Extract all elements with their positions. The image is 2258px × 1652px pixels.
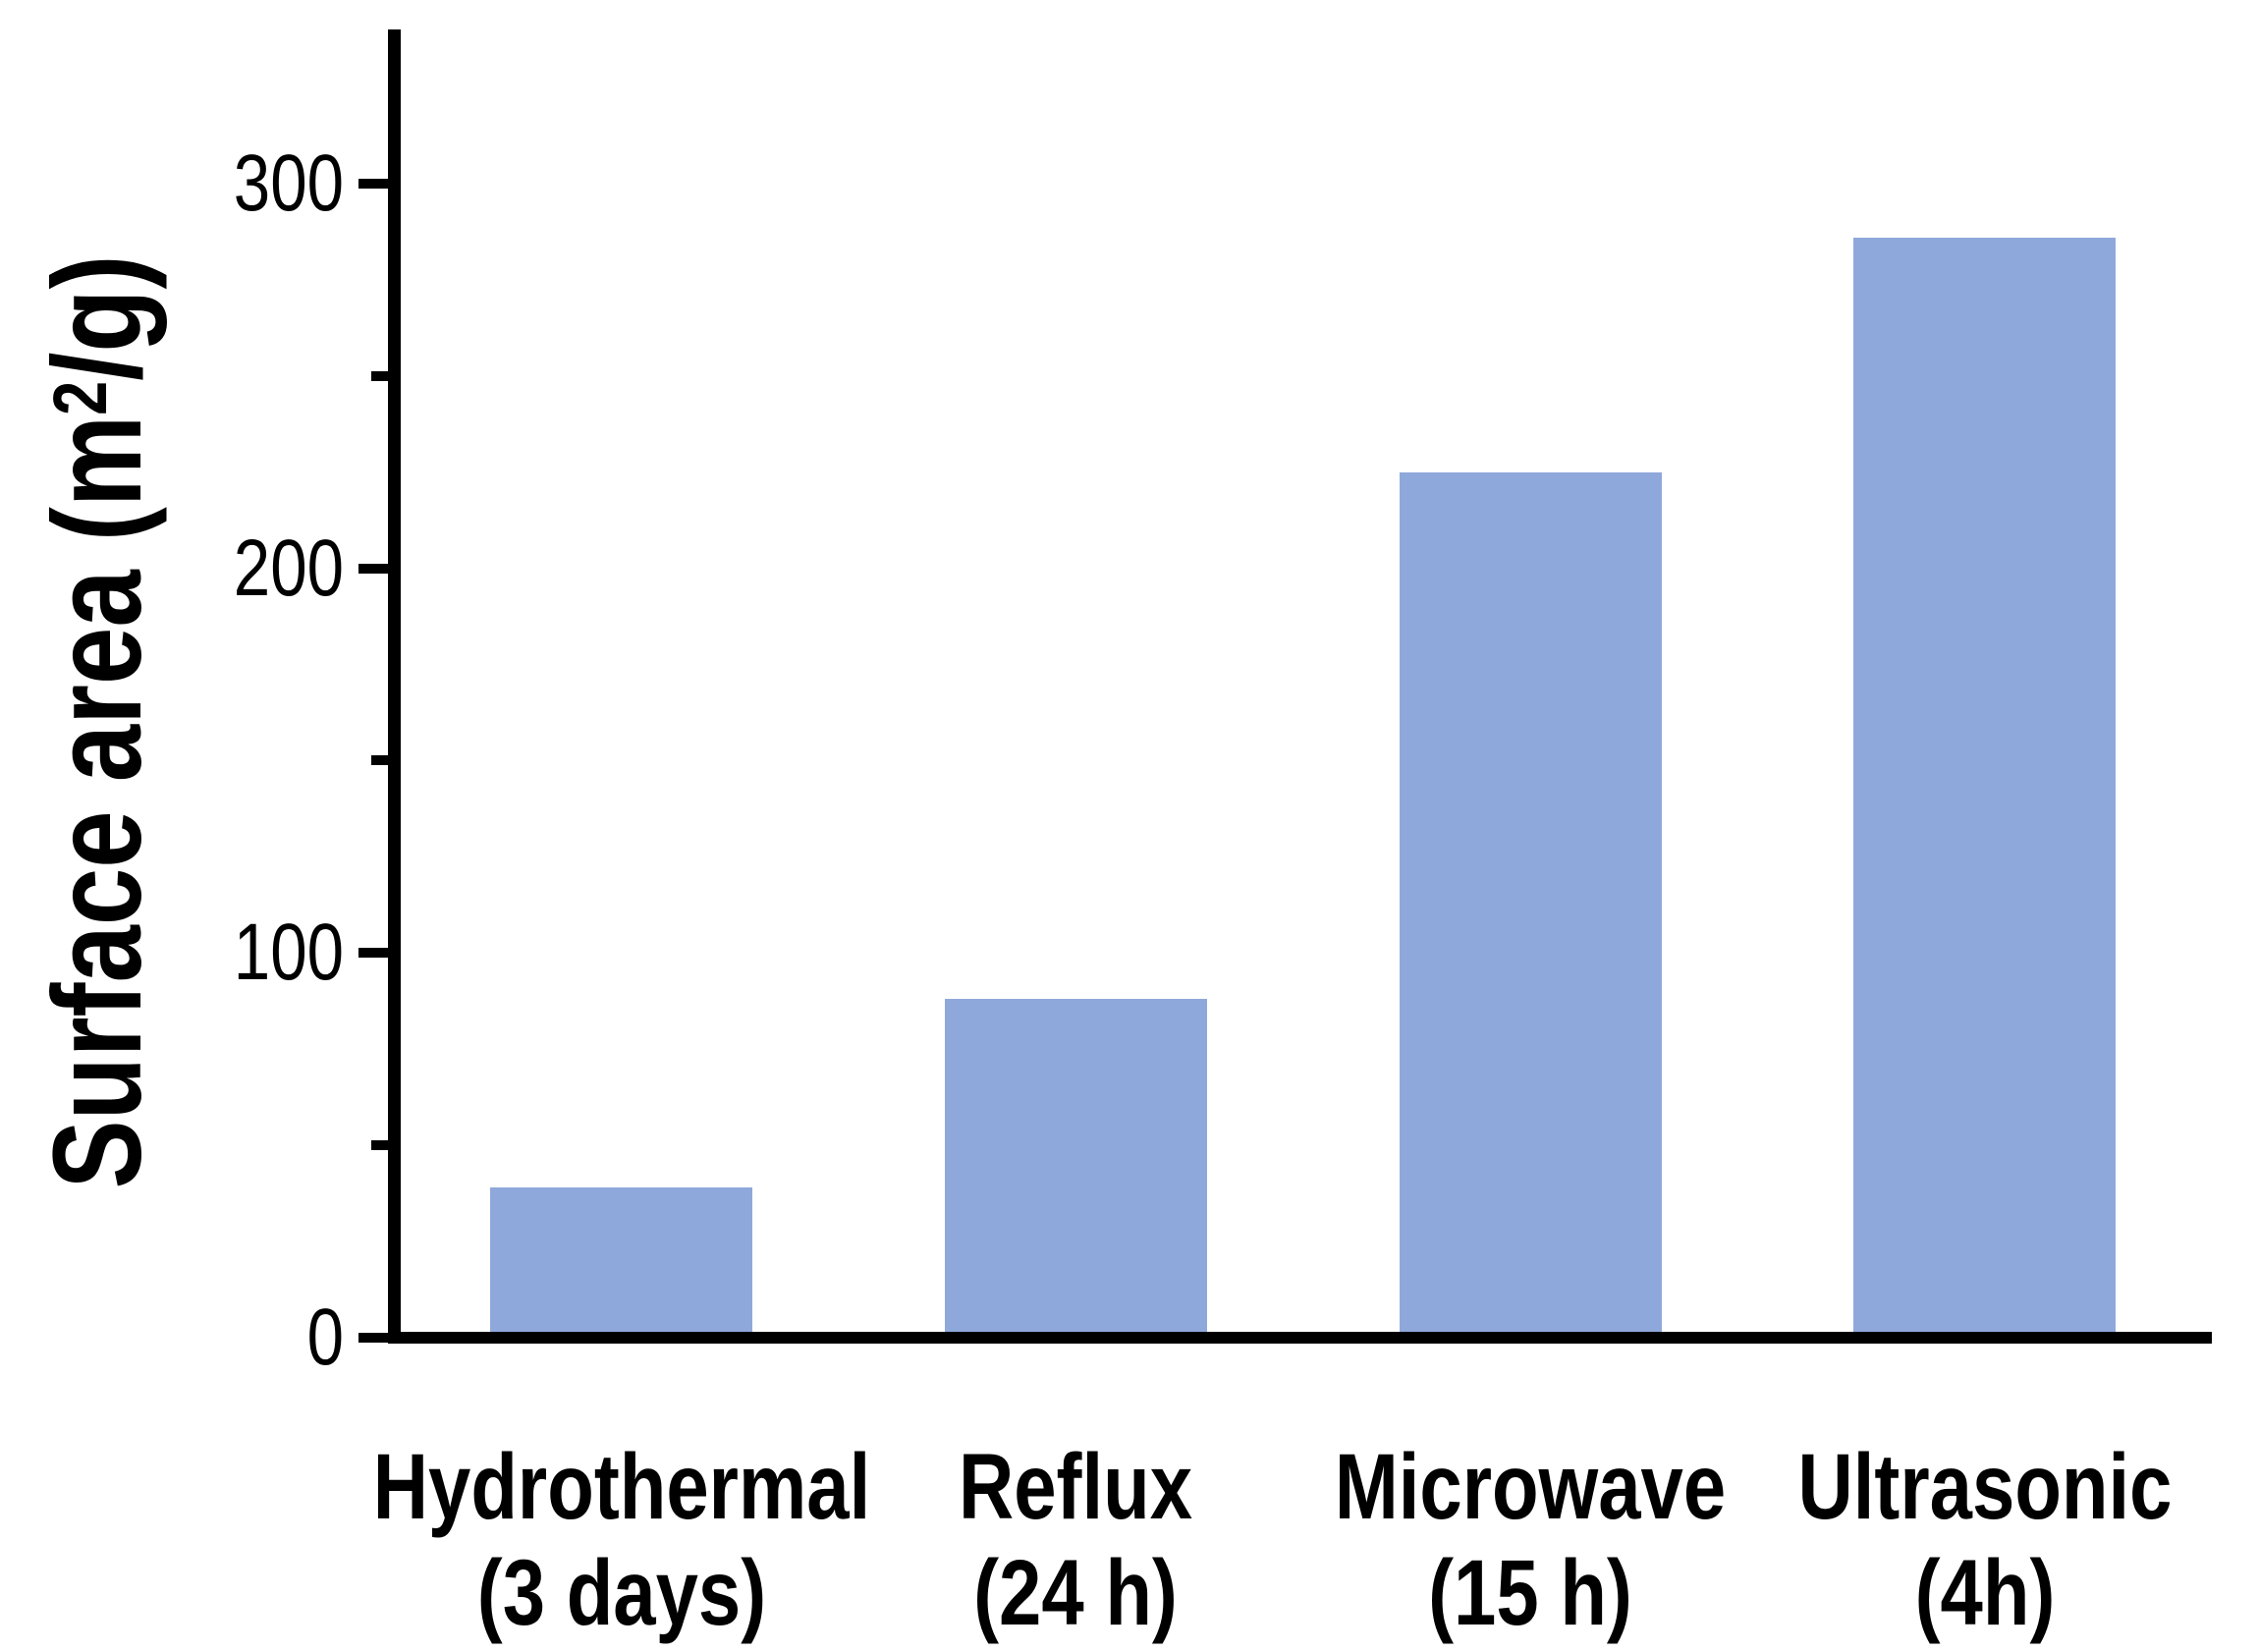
bar-reflux [944, 999, 1207, 1338]
y-minor-tick-150 [371, 755, 388, 766]
y-minor-tick-50 [371, 1140, 388, 1151]
x-category-line2-hydrothermal: (3 days) [476, 1541, 767, 1645]
y-tick-100 [358, 948, 388, 959]
x-category-line2-ultrasonic: (4h) [1914, 1541, 2055, 1645]
y-tick-label-300: 300 [233, 138, 344, 228]
y-axis-title-text: Surface area (m [28, 414, 168, 1189]
y-tick-label-100: 100 [233, 908, 344, 998]
x-category-line1-microwave: Microwave [1334, 1435, 1727, 1539]
x-category-line1-reflux: Reflux [959, 1435, 1193, 1539]
x-axis-line [388, 1332, 2212, 1344]
x-category-reflux: Reflux (24 h) [849, 1441, 1303, 1652]
y-axis-title: Surface area (m2/g) [28, 255, 168, 1189]
x-category-microwave: Microwave (15 h) [1303, 1441, 1758, 1652]
bar-ultrasonic [1853, 237, 2117, 1338]
y-tick-200 [358, 563, 388, 574]
x-category-line2-reflux: (24 h) [973, 1541, 1179, 1645]
y-tick-300 [358, 178, 388, 189]
x-category-line1-ultrasonic: Ultrasonic [1797, 1435, 2173, 1539]
x-category-line1-hydrothermal: Hydrothermal [372, 1435, 871, 1539]
y-tick-label-0: 0 [306, 1293, 344, 1382]
y-axis-line [388, 29, 401, 1344]
x-category-line2-microwave: (15 h) [1428, 1541, 1632, 1645]
bar-microwave [1399, 471, 1662, 1338]
y-tick-0 [358, 1333, 388, 1343]
bar-hydrothermal [490, 1187, 753, 1338]
y-axis-title-unit: /g) [28, 254, 168, 381]
x-category-hydrothermal: Hydrothermal (3 days) [373, 1441, 870, 1652]
x-category-ultrasonic: Ultrasonic (4h) [1757, 1441, 2212, 1652]
y-minor-tick-250 [371, 370, 388, 381]
y-tick-label-200: 200 [233, 523, 344, 613]
y-axis-title-superscript: 2 [38, 380, 124, 415]
